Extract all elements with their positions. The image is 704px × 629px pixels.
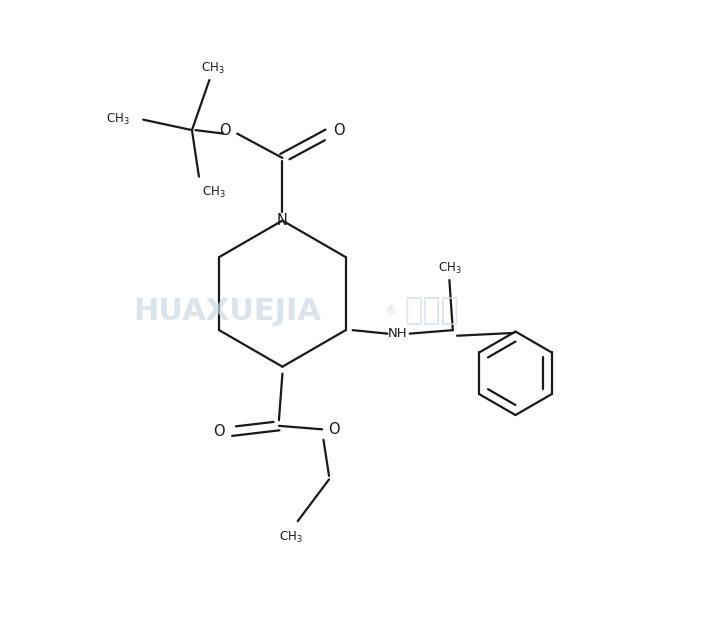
- Text: O: O: [328, 422, 340, 437]
- Text: O: O: [333, 123, 344, 138]
- Text: O: O: [213, 424, 225, 439]
- Text: CH$_3$: CH$_3$: [106, 112, 130, 127]
- Text: N: N: [277, 213, 288, 228]
- Text: CH$_3$: CH$_3$: [279, 530, 303, 545]
- Text: CH$_3$: CH$_3$: [202, 185, 226, 200]
- Text: CH$_3$: CH$_3$: [201, 60, 225, 75]
- Text: O: O: [220, 123, 231, 138]
- Text: ®: ®: [384, 304, 396, 318]
- Text: HUAXUEJIA: HUAXUEJIA: [133, 296, 321, 326]
- Text: CH$_3$: CH$_3$: [437, 260, 461, 276]
- Text: 化学加: 化学加: [405, 296, 460, 326]
- Text: NH: NH: [387, 327, 407, 340]
